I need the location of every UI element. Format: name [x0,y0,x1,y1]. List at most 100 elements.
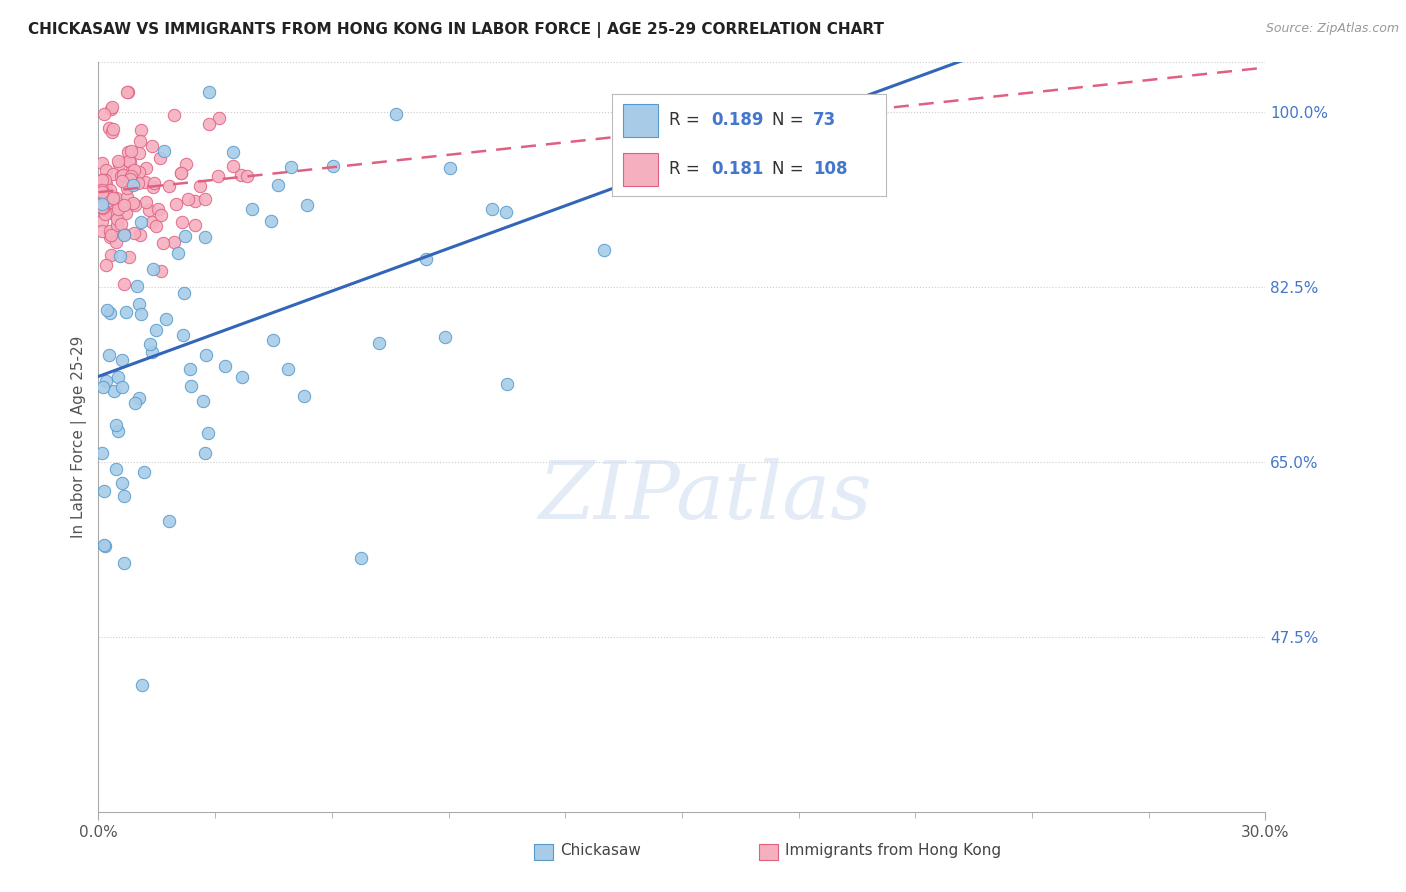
Point [172,215,194,229]
Point [122,178,145,193]
Point [91,201,114,215]
Point [91,177,114,191]
Point [98,230,121,244]
Point [111,475,134,490]
Point [118,250,141,264]
Point [107,424,129,438]
Point [101,167,124,181]
Point [104,196,127,211]
Point [96,163,118,178]
Point [91,200,114,214]
Point [98,121,121,136]
Point [152,235,174,250]
Text: N =: N = [772,160,808,178]
Point [117,145,139,159]
Point [415,252,437,266]
Point [101,191,124,205]
Bar [623,153,658,186]
Point [91,446,114,460]
Point [115,181,138,195]
Point [439,161,461,176]
Point [112,198,135,212]
Point [141,344,163,359]
Point [107,370,129,384]
Point [122,195,145,210]
Point [112,173,135,187]
Point [180,379,202,393]
Point [231,370,253,384]
Point [495,205,517,219]
Point [111,380,134,394]
Point [112,168,135,182]
Point [91,183,114,197]
Point [101,189,124,203]
Point [174,228,197,243]
Point [145,219,167,234]
Point [111,174,134,188]
Point [172,328,194,343]
Point [222,159,245,173]
Point [93,106,115,120]
Point [101,100,124,114]
Point [93,207,115,221]
Point [117,86,139,100]
Point [128,296,150,310]
Point [214,359,236,373]
Point [129,123,152,137]
Point [142,176,165,190]
Point [236,169,259,183]
Point [104,462,127,476]
Point [124,395,146,409]
Point [179,362,201,376]
Text: R =: R = [669,160,706,178]
Point [295,198,318,212]
Point [125,279,148,293]
Point [127,176,149,190]
Point [434,330,457,344]
Point [100,102,122,116]
Point [122,226,145,240]
Point [118,155,141,169]
Point [114,277,136,291]
Point [129,215,152,229]
Point [267,178,290,192]
Point [96,194,118,208]
Point [141,139,163,153]
Point [593,243,616,257]
Point [104,235,127,249]
Point [124,198,146,212]
Text: N =: N = [772,111,808,128]
Point [100,195,122,210]
Text: Immigrants from Hong Kong: Immigrants from Hong Kong [785,843,1001,857]
Text: CHICKASAW VS IMMIGRANTS FROM HONG KONG IN LABOR FORCE | AGE 25-29 CORRELATION CH: CHICKASAW VS IMMIGRANTS FROM HONG KONG I… [28,22,884,38]
Point [112,490,135,504]
Point [163,235,186,249]
Point [93,194,115,208]
Point [112,556,135,570]
Point [177,192,200,206]
Text: 0.189: 0.189 [711,111,765,128]
Point [207,111,229,125]
Point [105,212,128,227]
Point [94,178,117,192]
Point [146,202,169,216]
Point [94,173,117,187]
Text: ZIPatlas: ZIPatlas [538,458,872,536]
Point [117,86,139,100]
Point [100,305,122,319]
Point [142,262,165,277]
Point [110,217,132,231]
Point [481,202,503,216]
Point [112,227,135,241]
Point [128,165,150,179]
Point [260,214,283,228]
Point [127,170,149,185]
Point [115,304,138,318]
Point [139,337,162,351]
Point [104,191,127,205]
Point [105,417,128,432]
Point [94,258,117,272]
Point [229,168,252,182]
Point [496,376,519,391]
Point [91,173,114,187]
